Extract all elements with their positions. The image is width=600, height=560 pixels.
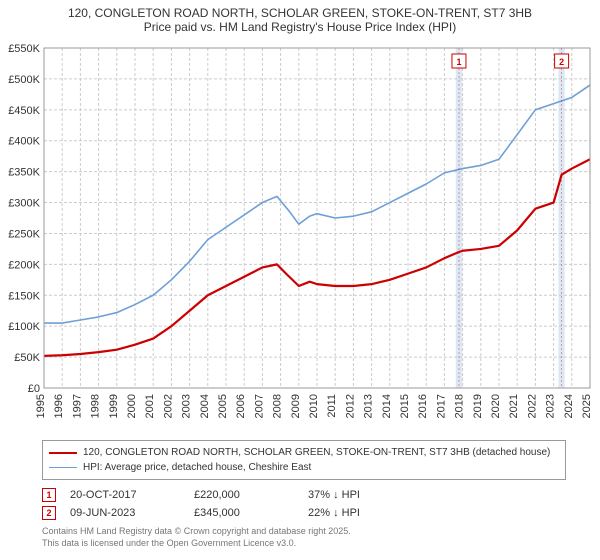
svg-text:2014: 2014 [381,394,393,418]
svg-text:1998: 1998 [90,394,102,418]
svg-text:2018: 2018 [454,394,466,418]
sale-date: 20-OCT-2017 [70,489,180,501]
svg-text:2011: 2011 [326,394,338,418]
svg-text:2007: 2007 [253,394,265,418]
legend-swatch-property [49,452,77,454]
svg-text:2009: 2009 [290,394,302,418]
chart-title-line1: 120, CONGLETON ROAD NORTH, SCHOLAR GREEN… [8,6,592,20]
legend-swatch-hpi [49,467,77,468]
svg-text:2025: 2025 [581,394,593,418]
svg-text:2013: 2013 [363,394,375,418]
chart-title-line2: Price paid vs. HM Land Registry's House … [8,20,592,34]
legend-item-hpi: HPI: Average price, detached house, Ches… [49,460,559,475]
table-row: 1 20-OCT-2017 £220,000 37% ↓ HPI [42,486,566,504]
svg-text:2000: 2000 [126,394,138,418]
svg-text:2019: 2019 [472,394,484,418]
sale-date: 09-JUN-2023 [70,507,180,519]
svg-text:2023: 2023 [545,394,557,418]
svg-text:1: 1 [456,57,461,67]
legend-label-property: 120, CONGLETON ROAD NORTH, SCHOLAR GREEN… [83,445,550,460]
svg-text:£350K: £350K [8,167,40,179]
svg-text:2001: 2001 [144,394,156,418]
svg-text:2022: 2022 [526,394,538,418]
svg-text:2016: 2016 [417,394,429,418]
chart-svg: £0 £50K £100K £150K £200K £250K £300K £350K £400… [0,36,600,436]
svg-text:£450K: £450K [8,105,40,117]
chart-area: £0 £50K £100K £150K £200K £250K £300K £350K £400… [0,36,600,436]
svg-text:2004: 2004 [199,394,211,418]
sales-table: 1 20-OCT-2017 £220,000 37% ↓ HPI 2 09-JU… [42,486,566,522]
svg-text:£400K: £400K [8,136,40,148]
legend: 120, CONGLETON ROAD NORTH, SCHOLAR GREEN… [42,440,566,480]
svg-text:£300K: £300K [8,198,40,210]
svg-text:£0: £0 [28,383,40,395]
svg-text:£150K: £150K [8,290,40,302]
svg-text:2012: 2012 [344,394,356,418]
svg-text:£200K: £200K [8,259,40,271]
svg-text:2024: 2024 [563,394,575,418]
sale-marker-2: 2 [42,506,56,520]
svg-text:2003: 2003 [181,394,193,418]
svg-text:1996: 1996 [53,394,65,418]
svg-text:2005: 2005 [217,394,229,418]
svg-text:2020: 2020 [490,394,502,418]
sale-price: £220,000 [194,489,294,501]
svg-text:2017: 2017 [435,394,447,418]
svg-text:2006: 2006 [235,394,247,418]
footer-line2: This data is licensed under the Open Gov… [42,538,566,550]
legend-item-property: 120, CONGLETON ROAD NORTH, SCHOLAR GREEN… [49,445,559,460]
svg-text:£50K: £50K [14,352,40,364]
svg-text:£100K: £100K [8,321,40,333]
svg-text:£550K: £550K [8,43,40,55]
svg-text:1995: 1995 [35,394,47,418]
svg-text:2002: 2002 [162,394,174,418]
sale-delta: 22% ↓ HPI [308,507,428,519]
sale-marker-1: 1 [42,488,56,502]
svg-text:1997: 1997 [71,394,83,418]
svg-text:1999: 1999 [108,394,120,418]
svg-text:2010: 2010 [308,394,320,418]
sale-price: £345,000 [194,507,294,519]
svg-text:2021: 2021 [508,394,520,418]
svg-text:2008: 2008 [272,394,284,418]
table-row: 2 09-JUN-2023 £345,000 22% ↓ HPI [42,504,566,522]
svg-text:2: 2 [559,57,564,67]
footer-line1: Contains HM Land Registry data © Crown c… [42,526,566,538]
chart-title-block: 120, CONGLETON ROAD NORTH, SCHOLAR GREEN… [0,0,600,36]
sale-delta: 37% ↓ HPI [308,489,428,501]
legend-label-hpi: HPI: Average price, detached house, Ches… [83,460,311,475]
svg-text:£250K: £250K [8,228,40,240]
svg-text:2015: 2015 [399,394,411,418]
svg-text:£500K: £500K [8,74,40,86]
footer: Contains HM Land Registry data © Crown c… [42,526,566,549]
